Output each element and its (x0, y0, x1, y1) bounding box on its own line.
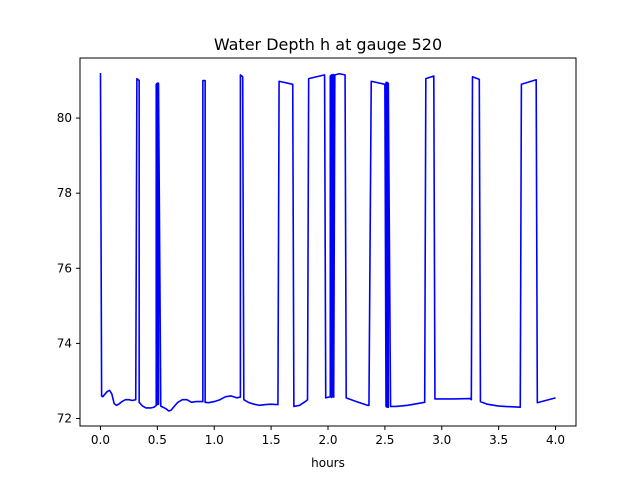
x-tick-label: 0.0 (91, 433, 110, 447)
x-axis-label: hours (311, 456, 345, 470)
x-tick-label: 4.0 (546, 433, 565, 447)
y-tick-label: 80 (57, 111, 72, 125)
chart-title: Water Depth h at gauge 520 (214, 35, 442, 54)
x-tick-label: 1.5 (262, 433, 281, 447)
y-tick-label: 72 (57, 411, 72, 425)
plot-layer (99, 72, 556, 412)
series-line-0 (99, 72, 556, 412)
x-tick-label: 1.0 (205, 433, 224, 447)
x-axis-ticks: 0.0 0.5 1.0 1.5 2.0 2.5 3.0 3.5 4.0 (91, 426, 565, 447)
y-tick-label: 78 (57, 186, 72, 200)
y-axis-ticks: 72 74 76 78 80 (57, 111, 80, 425)
x-tick-label: 3.0 (432, 433, 451, 447)
y-tick-label: 76 (57, 261, 72, 275)
x-tick-label: 0.5 (148, 433, 167, 447)
x-tick-label: 2.0 (318, 433, 337, 447)
x-tick-label: 2.5 (375, 433, 394, 447)
y-tick-label: 74 (57, 336, 72, 350)
x-tick-label: 3.5 (489, 433, 508, 447)
